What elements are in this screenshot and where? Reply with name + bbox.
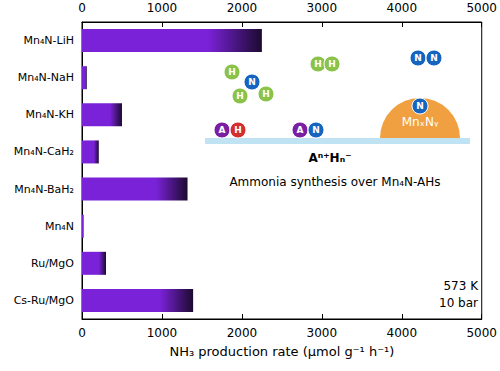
svg-text:N: N — [416, 101, 424, 111]
svg-text:H: H — [234, 125, 242, 135]
svg-text:Mn₄N-KH: Mn₄N-KH — [25, 108, 74, 121]
svg-text:3000: 3000 — [307, 1, 338, 15]
svg-text:Mn₄N-BaH₂: Mn₄N-BaH₂ — [14, 183, 74, 196]
svg-text:Ammonia synthesis over Mn₄N-AH: Ammonia synthesis over Mn₄N-AHs — [229, 175, 440, 189]
svg-text:Mn₄N-LiH: Mn₄N-LiH — [23, 34, 74, 47]
svg-text:N: N — [248, 77, 256, 87]
svg-text:A: A — [297, 125, 304, 135]
svg-text:2000: 2000 — [227, 326, 258, 340]
svg-text:NH₃ production rate (μmol g⁻¹: NH₃ production rate (μmol g⁻¹ h⁻¹) — [169, 344, 394, 359]
svg-text:Aⁿ⁺Hₙ⁻: Aⁿ⁺Hₙ⁻ — [309, 151, 352, 165]
svg-text:4000: 4000 — [387, 1, 418, 15]
svg-text:Ru/MgO: Ru/MgO — [31, 257, 74, 270]
svg-text:10 bar: 10 bar — [439, 296, 478, 310]
svg-text:H: H — [328, 59, 336, 69]
svg-text:N: N — [312, 125, 320, 135]
svg-text:H: H — [236, 91, 244, 101]
svg-text:Cs-Ru/MgO: Cs-Ru/MgO — [14, 294, 75, 307]
svg-text:Mn₄N: Mn₄N — [45, 220, 74, 233]
svg-text:0: 0 — [78, 1, 86, 15]
svg-text:A: A — [219, 125, 226, 135]
svg-text:H: H — [262, 89, 270, 99]
svg-text:5000: 5000 — [466, 326, 497, 340]
svg-text:5000: 5000 — [466, 1, 497, 15]
svg-text:N: N — [430, 53, 438, 63]
svg-text:2000: 2000 — [227, 1, 258, 15]
svg-text:H: H — [228, 67, 236, 77]
svg-text:573 K: 573 K — [443, 279, 479, 293]
svg-text:H: H — [314, 59, 322, 69]
svg-text:Mn₄N-CaH₂: Mn₄N-CaH₂ — [14, 145, 74, 158]
svg-text:3000: 3000 — [307, 326, 338, 340]
svg-text:1000: 1000 — [147, 1, 178, 15]
svg-text:1000: 1000 — [147, 326, 178, 340]
svg-text:MnₓNᵧ: MnₓNᵧ — [402, 115, 439, 129]
svg-text:4000: 4000 — [387, 326, 418, 340]
svg-text:Mn₄N-NaH: Mn₄N-NaH — [18, 71, 74, 84]
svg-text:0: 0 — [78, 326, 86, 340]
svg-text:N: N — [414, 53, 422, 63]
